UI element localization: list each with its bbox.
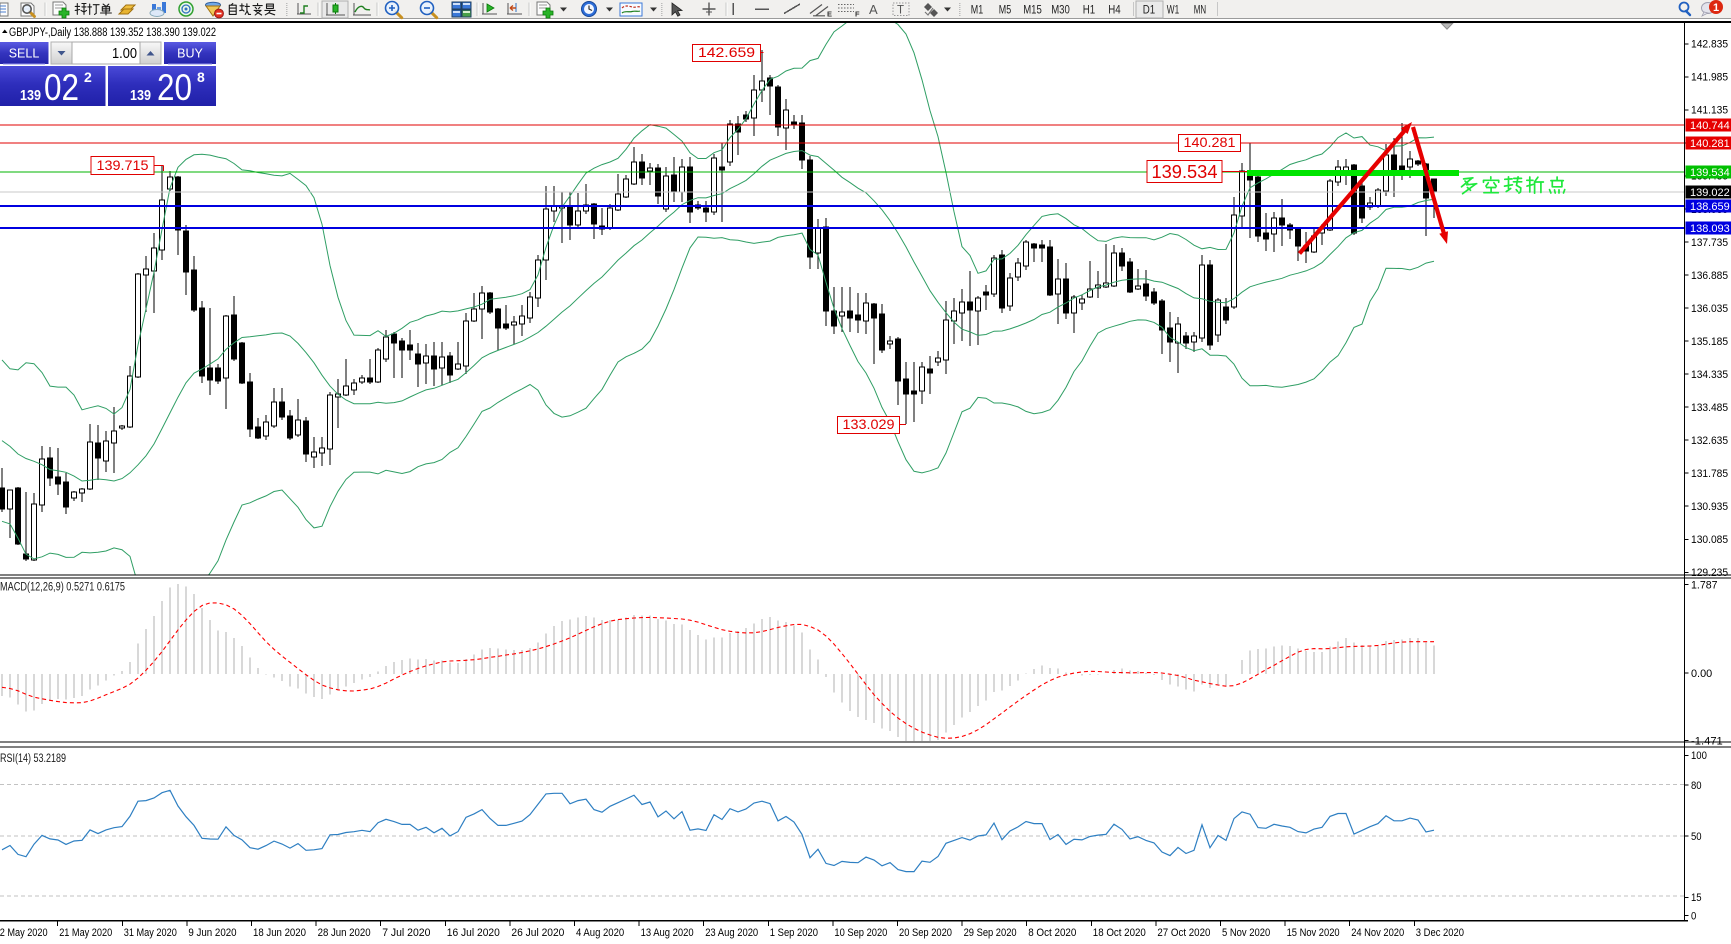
svg-text:M15: M15 <box>1023 5 1042 17</box>
svg-text:H1: H1 <box>1083 5 1095 17</box>
svg-text:140.281: 140.281 <box>1184 135 1236 150</box>
svg-text:E: E <box>827 10 832 19</box>
svg-text:SELL: SELL <box>9 47 40 61</box>
svg-text:133.029: 133.029 <box>843 417 895 432</box>
svg-text:137.735: 137.735 <box>1691 237 1728 249</box>
svg-text:50: 50 <box>1691 831 1702 843</box>
svg-text:5 Nov 2020: 5 Nov 2020 <box>1222 927 1270 939</box>
svg-text:141.135: 141.135 <box>1691 105 1728 117</box>
svg-text:RSI(14) 53.2189: RSI(14) 53.2189 <box>0 753 66 765</box>
svg-text:4 Aug 2020: 4 Aug 2020 <box>576 927 624 939</box>
svg-text:W1: W1 <box>1167 5 1179 17</box>
svg-text:142.835: 142.835 <box>1691 39 1728 51</box>
svg-text:31 May 2020: 31 May 2020 <box>124 927 177 939</box>
svg-text:10 Sep 2020: 10 Sep 2020 <box>834 927 887 939</box>
svg-text:140.281: 140.281 <box>1690 138 1730 150</box>
svg-text:18 Oct 2020: 18 Oct 2020 <box>1093 927 1146 939</box>
svg-text:F: F <box>855 10 860 19</box>
svg-text:139.534: 139.534 <box>1152 162 1218 182</box>
svg-text:139.534: 139.534 <box>1690 167 1730 179</box>
svg-text:136.035: 136.035 <box>1691 303 1728 315</box>
svg-text:136.885: 136.885 <box>1691 270 1728 282</box>
svg-text:MN: MN <box>1194 5 1206 17</box>
svg-text:142.659: 142.659 <box>698 44 755 60</box>
svg-text:13 Aug 2020: 13 Aug 2020 <box>641 927 694 939</box>
svg-text:0.00: 0.00 <box>1691 668 1712 680</box>
svg-text:139.715: 139.715 <box>97 157 149 173</box>
svg-text:M1: M1 <box>971 5 983 17</box>
svg-text:1.787: 1.787 <box>1691 580 1718 592</box>
svg-text:23 Aug 2020: 23 Aug 2020 <box>705 927 758 939</box>
svg-text:-1.471: -1.471 <box>1691 735 1723 747</box>
svg-text:132.635: 132.635 <box>1691 435 1728 447</box>
svg-text:M5: M5 <box>999 5 1011 17</box>
svg-text:138.093: 138.093 <box>1690 223 1730 235</box>
svg-text:0: 0 <box>1691 910 1696 922</box>
svg-text:1: 1 <box>1713 2 1719 14</box>
svg-text:135.185: 135.185 <box>1691 336 1728 348</box>
svg-text:21 May 2020: 21 May 2020 <box>59 927 112 939</box>
svg-text:7 Jul 2020: 7 Jul 2020 <box>382 927 430 939</box>
svg-text:24 Nov 2020: 24 Nov 2020 <box>1351 927 1404 939</box>
svg-text:8 Oct 2020: 8 Oct 2020 <box>1028 927 1076 939</box>
svg-text:15: 15 <box>1691 892 1702 904</box>
svg-text:140.744: 140.744 <box>1690 120 1730 132</box>
svg-text:1 Sep 2020: 1 Sep 2020 <box>770 927 818 939</box>
svg-text:16 Jul 2020: 16 Jul 2020 <box>447 927 500 939</box>
svg-text:BUY: BUY <box>177 47 203 61</box>
svg-text:H4: H4 <box>1108 5 1121 17</box>
svg-text:130.085: 130.085 <box>1691 534 1728 546</box>
svg-text:M30: M30 <box>1051 5 1070 17</box>
svg-text:D1: D1 <box>1143 5 1155 17</box>
svg-text:2: 2 <box>84 69 92 85</box>
svg-text:3 Dec 2020: 3 Dec 2020 <box>1416 927 1464 939</box>
svg-text:139.022: 139.022 <box>1690 187 1730 199</box>
svg-text:80: 80 <box>1691 780 1702 792</box>
svg-text:139: 139 <box>20 88 41 104</box>
svg-text:18 Jun 2020: 18 Jun 2020 <box>253 927 306 939</box>
svg-text:20 Sep 2020: 20 Sep 2020 <box>899 927 952 939</box>
svg-text:27 Oct 2020: 27 Oct 2020 <box>1157 927 1210 939</box>
svg-text:8: 8 <box>197 69 205 85</box>
svg-text:26 Jul 2020: 26 Jul 2020 <box>511 927 564 939</box>
svg-text:A: A <box>869 2 878 17</box>
svg-text:130.935: 130.935 <box>1691 501 1728 513</box>
svg-text:GBPJPY-,Daily 138.888 139.352: GBPJPY-,Daily 138.888 139.352 138.390 13… <box>9 27 216 39</box>
svg-text:9 Jun 2020: 9 Jun 2020 <box>188 927 236 939</box>
svg-text:131.785: 131.785 <box>1691 468 1728 480</box>
svg-text:28 Jun 2020: 28 Jun 2020 <box>318 927 371 939</box>
svg-text:134.335: 134.335 <box>1691 369 1728 381</box>
svg-text:20: 20 <box>157 67 192 108</box>
svg-text:141.985: 141.985 <box>1691 72 1728 84</box>
svg-text:MACD(12,26,9) 0.5271 0.6175: MACD(12,26,9) 0.5271 0.6175 <box>0 582 125 594</box>
svg-text:129.235: 129.235 <box>1691 567 1728 579</box>
svg-text:138.659: 138.659 <box>1690 201 1730 213</box>
svg-text:1.00: 1.00 <box>112 46 137 62</box>
svg-text:139: 139 <box>130 88 151 104</box>
svg-text:12 May 2020: 12 May 2020 <box>0 927 48 939</box>
svg-text:29 Sep 2020: 29 Sep 2020 <box>964 927 1017 939</box>
svg-text:02: 02 <box>44 67 79 108</box>
svg-text:100: 100 <box>1691 750 1707 762</box>
svg-text:T: T <box>897 5 904 17</box>
svg-text:133.485: 133.485 <box>1691 402 1728 414</box>
svg-text:15 Nov 2020: 15 Nov 2020 <box>1287 927 1340 939</box>
